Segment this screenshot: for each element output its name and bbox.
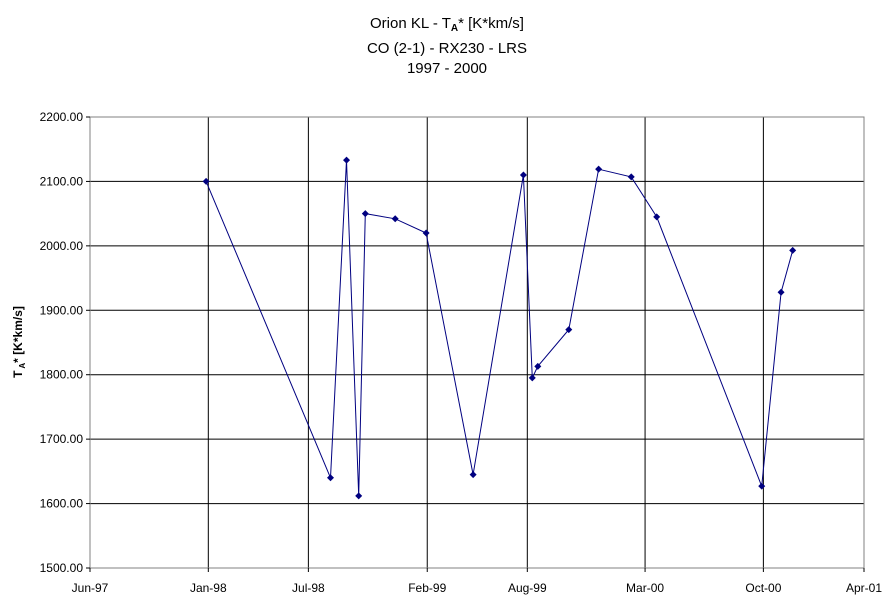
y-axis-label: T A* [K*km/s]: [11, 306, 27, 378]
data-point-marker: [528, 374, 536, 382]
x-tick-label: Jan-98: [190, 581, 227, 595]
y-tick-label: 1800.00: [40, 368, 84, 382]
y-axis-ticks: 1500.00 1600.00 1700.00 1800.00 1900.00 2000.…: [40, 110, 90, 575]
x-tick-label: Jun-97: [72, 581, 109, 595]
data-point-marker: [777, 288, 785, 296]
y-tick-label: 2000.00: [40, 239, 84, 253]
x-tick-label: Mar-00: [626, 581, 664, 595]
data-point-marker: [758, 482, 766, 490]
y-tick-label: 2100.00: [40, 174, 84, 188]
data-point-marker: [343, 156, 351, 164]
chart-title: Orion KL - TA* [K*km/s] CO (2-1) - RX230…: [0, 14, 894, 79]
data-point-marker: [326, 474, 334, 482]
y-tick-label: 1900.00: [40, 303, 84, 317]
x-tick-label: Oct-00: [745, 581, 781, 595]
x-tick-label: Apr-01: [846, 581, 882, 595]
data-point-marker: [361, 210, 369, 218]
chart-title-line-3: 1997 - 2000: [406, 60, 488, 77]
chart-title-line-1: Orion KL - TA* [K*km/s]: [370, 15, 524, 34]
data-point-marker: [422, 229, 430, 237]
y-tick-label: 1500.00: [40, 561, 84, 575]
data-point-marker: [519, 171, 527, 179]
data-point-marker: [202, 177, 210, 185]
series-path: [205, 160, 794, 496]
data-point-marker: [789, 246, 797, 254]
chart-title-line-2: CO (2-1) - RX230 - LRS: [366, 40, 528, 57]
data-point-marker: [627, 173, 635, 181]
y-tick-label: 2200.00: [40, 110, 84, 124]
data-point-marker: [355, 492, 363, 500]
data-point-marker: [565, 326, 573, 334]
data-point-marker: [391, 215, 399, 223]
x-axis-ticks: Jun-97 Jan-98 Jul-98 Feb-99 Aug-99 Mar-00 Oct-…: [72, 568, 882, 595]
y-tick-label: 1700.00: [40, 432, 84, 446]
x-tick-label: Aug-99: [508, 581, 547, 595]
x-tick-label: Feb-99: [408, 581, 446, 595]
data-point-marker: [469, 471, 477, 479]
data-point-marker: [534, 362, 542, 370]
data-point-marker: [595, 165, 603, 173]
data-point-marker: [653, 213, 661, 221]
x-tick-label: Jul-98: [292, 581, 325, 595]
plot-area: [89, 116, 865, 569]
series-line: [202, 156, 797, 500]
y-tick-label: 1600.00: [40, 497, 84, 511]
